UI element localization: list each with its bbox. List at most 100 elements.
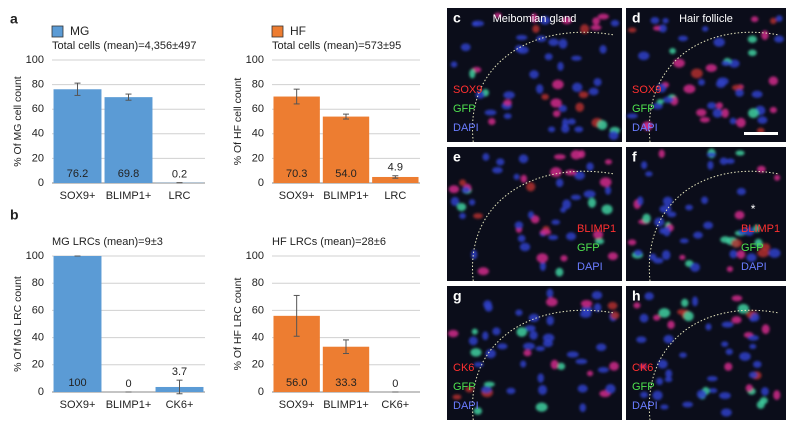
nucleus [591, 291, 603, 300]
nucleus [749, 343, 757, 350]
nucleus [721, 108, 729, 118]
nucleus [580, 24, 590, 34]
y-tick-label: 80 [252, 79, 264, 91]
nucleus [757, 116, 768, 124]
nucleus [608, 130, 619, 140]
nucleus [628, 27, 637, 33]
nucleus [562, 118, 569, 128]
nucleus [713, 37, 725, 47]
y-tick-label: 60 [32, 103, 44, 115]
nucleus [701, 196, 709, 204]
y-tick-label: 100 [246, 54, 264, 66]
nucleus [546, 288, 554, 299]
outline [648, 31, 779, 143]
nucleus [633, 249, 643, 257]
nucleus [450, 61, 458, 68]
annotation: * [751, 202, 756, 216]
stain-label: CK6 [453, 362, 474, 374]
y-tick-label: 100 [26, 54, 44, 66]
nucleus [754, 238, 763, 248]
nucleus [469, 68, 476, 79]
nucleus [488, 118, 496, 126]
nucleus [550, 167, 562, 178]
nucleus [637, 196, 644, 206]
nuclei [448, 149, 618, 277]
nucleus [593, 230, 604, 240]
nucleus [523, 349, 532, 357]
nucleus [662, 17, 669, 24]
nucleus [706, 375, 718, 382]
nucleus [719, 157, 728, 165]
nucleus [604, 186, 612, 195]
micrograph [447, 8, 622, 143]
value-label: 69.8 [118, 168, 139, 180]
nucleus [450, 196, 460, 206]
nucleus [652, 390, 663, 401]
nucleus [731, 239, 743, 248]
nucleus [761, 243, 771, 252]
stain-label: BLIMP1 [577, 223, 616, 235]
nucleus [683, 311, 694, 322]
nucleus [761, 387, 769, 396]
nucleus [527, 211, 535, 219]
y-tick-label: 60 [252, 103, 264, 115]
nucleus [751, 90, 763, 99]
y-tick-label: 40 [252, 332, 264, 344]
nucleus [592, 17, 600, 26]
nucleus [459, 179, 467, 187]
y-tick-label: 0 [258, 177, 264, 189]
nucleus [567, 118, 576, 125]
nucleus [681, 298, 689, 307]
nucleus [661, 250, 671, 261]
nucleus [703, 221, 714, 230]
nucleus [729, 117, 737, 125]
nucleus [516, 327, 528, 337]
nucleus [737, 303, 749, 314]
nucleus [724, 362, 733, 371]
error-bar [293, 294, 300, 337]
nucleus [639, 313, 649, 323]
nucleus [471, 249, 478, 260]
nucleus [541, 93, 549, 100]
nucleus [748, 108, 759, 119]
nucleus [575, 358, 588, 365]
panel-letter: d [632, 10, 641, 26]
nucleus [708, 388, 718, 394]
x-tick-label: LRC [168, 190, 190, 202]
y-axis-label: % Of HF cell count [232, 78, 244, 166]
nucleus [756, 400, 765, 409]
stain-label: GFP [741, 242, 764, 254]
nucleus [761, 30, 769, 40]
nucleus [520, 360, 527, 368]
nucleus [706, 152, 717, 158]
y-tick-label: 60 [252, 304, 264, 316]
nucleus [546, 297, 558, 307]
nucleus [503, 113, 512, 120]
nucleus [574, 126, 584, 133]
panel-letter: a [10, 11, 18, 27]
nucleus [738, 229, 746, 235]
y-tick-label: 100 [26, 250, 44, 262]
nucleus [514, 221, 524, 230]
panel-heading: Meibomian gland [493, 13, 577, 25]
nucleus [712, 108, 723, 118]
nucleus [548, 38, 559, 46]
nucleus [539, 261, 546, 272]
micrograph [626, 286, 786, 421]
error-bar [343, 113, 349, 120]
y-tick-label: 20 [32, 359, 44, 371]
micrograph [626, 147, 786, 282]
nucleus [497, 343, 508, 350]
panel-letter: h [632, 288, 641, 304]
chart-title: Total cells (mean)=573±95 [272, 40, 401, 52]
nucleus [528, 313, 540, 323]
outline [648, 309, 779, 421]
nucleus [597, 13, 610, 20]
stain-label: GFP [632, 103, 655, 115]
nucleus [465, 386, 474, 393]
nucleus [645, 171, 653, 177]
nucleus [775, 15, 783, 22]
error-bar [343, 339, 349, 355]
nucleus [599, 44, 607, 54]
nucleus [484, 303, 493, 312]
